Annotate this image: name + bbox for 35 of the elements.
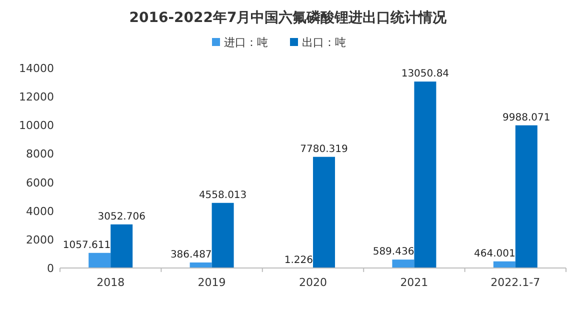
x-tick-label: 2019 [198, 276, 226, 289]
data-label: 589.436 [372, 246, 414, 258]
bar [392, 260, 414, 268]
bar [515, 125, 538, 268]
y-tick-label: 14000 [19, 62, 54, 75]
bar [313, 156, 335, 268]
y-tick-label: 4000 [26, 204, 54, 218]
chart-title: 2016-2022年7月中国六氟磷酸锂进出口统计情况 [129, 9, 448, 26]
y-tick-label: 6000 [26, 176, 54, 190]
legend-label: 出口：吨 [302, 36, 346, 49]
data-label: 7780.319 [300, 144, 348, 155]
x-tick-label: 2021 [400, 276, 428, 289]
data-label: 1.226 [284, 254, 313, 266]
bar [88, 252, 111, 268]
bar [212, 202, 234, 268]
data-label: 9988.071 [502, 112, 550, 124]
bar [190, 262, 212, 268]
x-tick-label: 2020 [299, 276, 327, 289]
data-label: 3052.706 [98, 211, 146, 222]
x-tick-label: 2022.1-7 [490, 276, 540, 289]
legend-label: 进口：吨 [224, 36, 268, 49]
data-label: 1057.611 [62, 240, 111, 251]
data-label: 386.487 [170, 249, 212, 260]
data-label: 13050.84 [401, 68, 450, 80]
y-tick-label: 12000 [19, 90, 54, 104]
y-tick-label: 2000 [26, 233, 54, 246]
y-tick-label: 10000 [19, 119, 54, 132]
data-label: 464.001 [474, 248, 516, 260]
y-tick-label: 8000 [26, 148, 54, 161]
x-tick-label: 2018 [96, 276, 125, 289]
data-label: 4558.013 [198, 190, 247, 201]
bar [493, 261, 516, 268]
bar [414, 82, 436, 268]
y-tick-label: 0 [47, 262, 54, 275]
bar [110, 224, 133, 268]
